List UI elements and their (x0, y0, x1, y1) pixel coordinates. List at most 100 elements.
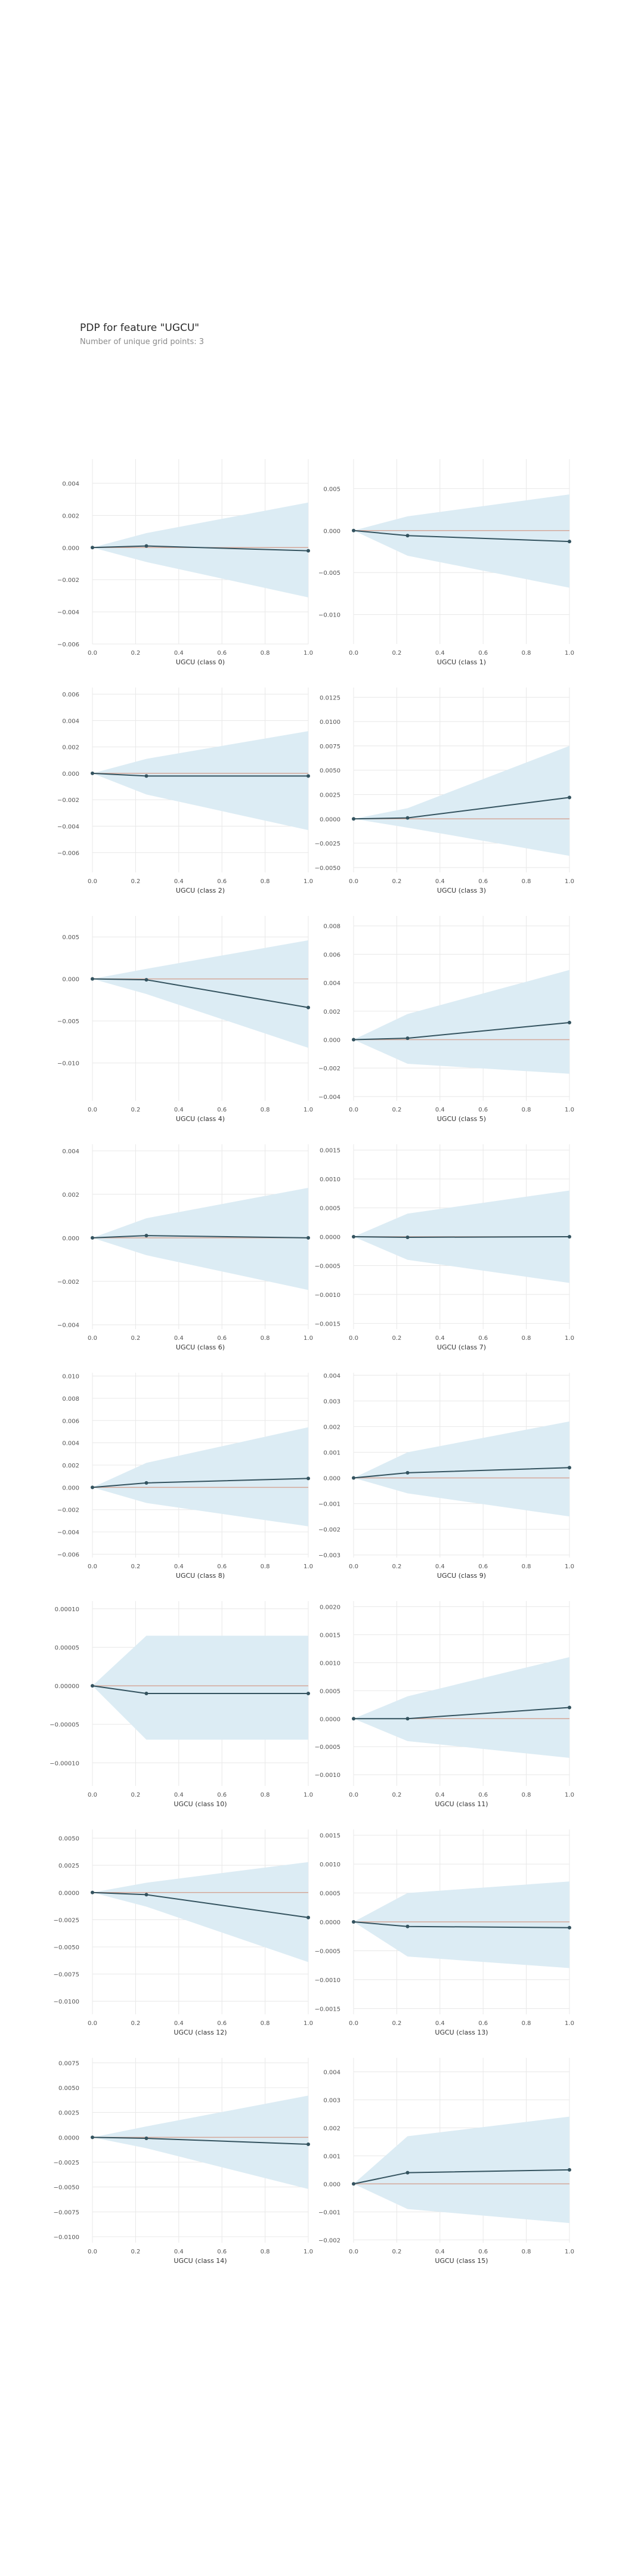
x-tick-label: 0.8 (522, 1792, 531, 1798)
x-tick-label: 1.0 (565, 1335, 574, 1342)
x-tick-label: 0.2 (392, 1335, 401, 1342)
x-tick-label: 0.8 (261, 1335, 270, 1342)
pdp-point (568, 1705, 571, 1710)
confidence-band (354, 1657, 569, 1758)
x-tick-label: 0.8 (261, 1792, 270, 1798)
y-tick-label: 0.000 (62, 545, 79, 552)
x-tick-label: 0.0 (88, 1563, 97, 1570)
y-tick-label: 0.004 (323, 2069, 340, 2076)
pdp-subplot: −0.0015 −0.0010 −0.0005 0.0000 0.0005 0.0010 0… (315, 1144, 574, 1351)
y-tick-label: 0.004 (323, 1373, 340, 1379)
confidence-band (92, 1427, 308, 1527)
pdp-subplot: −0.006 −0.004 −0.002 0.000 0.002 0.004 0.0 0.2 0… (57, 459, 313, 666)
x-tick-label: 0.0 (349, 2249, 358, 2255)
figure-header: PDP for feature "UGCU" Number of unique … (80, 322, 204, 346)
y-tick-label: −0.0075 (54, 2209, 79, 2216)
x-tick-label: 0.0 (88, 1335, 97, 1342)
y-tick-label: −0.001 (318, 1501, 340, 1508)
confidence-band (354, 745, 569, 856)
x-tick-label: 0.8 (261, 2249, 270, 2255)
y-tick-label: 0.0050 (320, 768, 340, 775)
x-tick-label: 0.0 (349, 1335, 358, 1342)
x-tick-label: 0.0 (88, 878, 97, 885)
x-tick-label: 0.6 (217, 2020, 227, 2027)
y-tick-label: 0.002 (62, 1463, 79, 1469)
x-tick-label: 0.6 (478, 1107, 488, 1113)
y-tick-label: 0.003 (323, 2097, 340, 2104)
pdp-point (405, 1717, 410, 1721)
pdp-point (306, 1476, 310, 1481)
pdp-subplot: −0.0050 −0.0025 0.0000 0.0025 0.0050 0.0075 0.… (315, 688, 574, 894)
y-tick-label: −0.005 (57, 1018, 79, 1025)
y-tick-label: −0.002 (318, 2237, 340, 2244)
y-tick-label: 0.0075 (58, 2060, 79, 2067)
confidence-band (354, 970, 569, 1074)
x-tick-label: 0.6 (478, 1792, 488, 1798)
y-tick-label: 0.0005 (320, 1688, 340, 1695)
y-tick-label: 0.0015 (320, 1632, 340, 1639)
x-tick-label: 0.4 (435, 1792, 445, 1798)
y-tick-label: 0.005 (62, 934, 79, 941)
y-tick-label: 0.002 (323, 2125, 340, 2132)
y-tick-label: −0.0050 (54, 1945, 79, 1951)
x-tick-label: 0.0 (349, 878, 358, 885)
y-tick-label: 0.004 (323, 980, 340, 987)
confidence-band (354, 1881, 569, 1968)
pdp-point (568, 795, 571, 800)
x-tick-label: 0.8 (522, 1335, 531, 1342)
x-tick-label: 0.2 (131, 650, 140, 657)
pdp-subplot: −0.006 −0.004 −0.002 0.000 0.002 0.004 0.006 0.… (57, 1373, 313, 1580)
x-tick-label: 0.2 (131, 1107, 140, 1113)
x-tick-label: 0.2 (131, 2020, 140, 2027)
x-tick-label: 0.6 (478, 1563, 488, 1570)
pdp-point (405, 534, 410, 538)
x-tick-label: 0.6 (217, 1107, 227, 1113)
y-tick-label: 0.003 (323, 1398, 340, 1405)
x-tick-label: 0.6 (478, 2020, 488, 2027)
y-tick-label: 0.00005 (55, 1645, 79, 1652)
x-tick-label: 0.8 (261, 1107, 270, 1113)
y-tick-label: 0.0000 (58, 1890, 79, 1897)
y-tick-label: 0.004 (62, 481, 79, 487)
x-axis-label: UGCU (class 2) (176, 887, 225, 894)
y-tick-label: −0.0100 (54, 1999, 79, 2005)
x-tick-label: 0.4 (435, 878, 445, 885)
pdp-subplot: −0.0010 −0.0005 0.0000 0.0005 0.0010 0.0015 0.… (315, 1601, 574, 1808)
x-tick-label: 0.2 (131, 2249, 140, 2255)
x-tick-label: 0.0 (88, 2249, 97, 2255)
y-tick-label: −0.006 (57, 1552, 79, 1558)
x-tick-label: 0.0 (349, 1792, 358, 1798)
y-tick-label: −0.004 (318, 1094, 340, 1101)
y-tick-label: 0.0005 (320, 1891, 340, 1897)
figure-subtitle: Number of unique grid points: 3 (80, 338, 205, 346)
x-tick-label: 0.4 (174, 1792, 184, 1798)
x-tick-label: 1.0 (565, 2249, 574, 2255)
x-axis-label: UGCU (class 6) (176, 1343, 225, 1351)
x-tick-label: 0.2 (131, 1563, 140, 1570)
x-axis-label: UGCU (class 7) (437, 1343, 486, 1351)
pdp-point (144, 2137, 148, 2140)
pdp-point (405, 1235, 410, 1239)
y-tick-label: 0.006 (323, 952, 340, 958)
pdp-point (306, 549, 310, 553)
x-tick-label: 1.0 (565, 1792, 574, 1798)
pdp-point (568, 1466, 571, 1470)
x-tick-label: 1.0 (304, 650, 313, 657)
x-tick-label: 0.2 (392, 650, 401, 657)
x-axis-label: UGCU (class 0) (176, 658, 225, 666)
y-tick-label: −0.006 (57, 642, 79, 648)
x-tick-label: 1.0 (565, 2020, 574, 2027)
x-tick-label: 0.4 (435, 2020, 445, 2027)
y-tick-label: −0.004 (57, 824, 79, 831)
y-tick-label: −0.0100 (54, 2234, 79, 2241)
x-tick-label: 0.8 (261, 1563, 270, 1570)
pdp-subplot: −0.002 −0.001 0.000 0.001 0.002 0.003 0.004 0.0… (318, 2058, 574, 2265)
x-tick-label: 0.4 (174, 878, 184, 885)
x-tick-label: 1.0 (304, 2020, 313, 2027)
pdp-point (91, 977, 94, 981)
y-tick-label: −0.0005 (315, 1744, 340, 1751)
y-tick-label: 0.0125 (320, 695, 340, 701)
x-axis-label: UGCU (class 12) (174, 2029, 227, 2036)
pdp-point (91, 1890, 94, 1894)
